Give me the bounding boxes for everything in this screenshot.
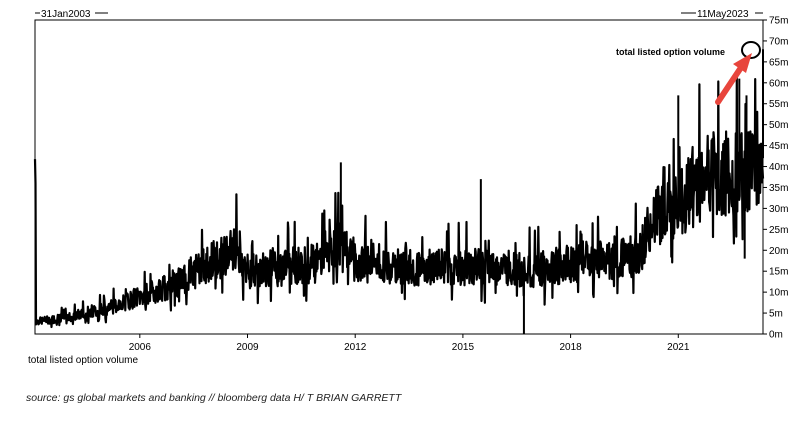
annotation-label: total listed option volume	[616, 47, 725, 57]
y-tick-label: 70m	[769, 36, 788, 47]
x-tick-label: 2015	[452, 342, 475, 353]
series-line	[33, 75, 765, 329]
x-tick-label: 2021	[667, 342, 690, 353]
y-tick-label: 75m	[769, 16, 788, 27]
y-tick-label: 65m	[769, 57, 788, 68]
end-date-marker: 11May2023	[681, 9, 763, 20]
start-date-label: 31Jan2003	[41, 9, 91, 20]
y-tick-label: 40m	[769, 162, 788, 173]
y-tick-label: 25m	[769, 225, 788, 236]
y-tick-label: 55m	[769, 99, 788, 110]
x-tick-label: 2012	[344, 342, 367, 353]
y-tick-label: 50m	[769, 120, 788, 131]
legend-label: total listed option volume	[28, 355, 139, 366]
y-tick-label: 15m	[769, 267, 788, 278]
y-tick-label: 45m	[769, 141, 788, 152]
y-tick-label: 10m	[769, 288, 788, 299]
y-axis: 0m 5m 10m 15m 20m 25m 30m 35m 40m 45m 50m 55m 60m 65m…	[763, 16, 788, 341]
arrow-icon	[715, 53, 752, 105]
y-tick-label: 60m	[769, 78, 788, 89]
y-tick-label: 35m	[769, 183, 788, 194]
x-axis: 2006 2009 2012 2015 2018 2021	[129, 334, 690, 353]
x-tick-label: 2018	[559, 342, 582, 353]
y-tick-label: 5m	[769, 309, 783, 320]
peak-highlight-circle	[741, 41, 761, 59]
source-caption: source: gs global markets and banking //…	[26, 392, 402, 404]
x-tick-label: 2006	[129, 342, 152, 353]
x-tick-label: 2009	[236, 342, 259, 353]
start-date-marker: 31Jan2003	[35, 9, 108, 20]
y-tick-label: 20m	[769, 246, 788, 257]
series-total-listed-option-volume	[33, 49, 765, 334]
end-date-label: 11May2023	[697, 9, 749, 20]
y-tick-label: 0m	[769, 330, 783, 341]
y-tick-label: 30m	[769, 204, 788, 215]
